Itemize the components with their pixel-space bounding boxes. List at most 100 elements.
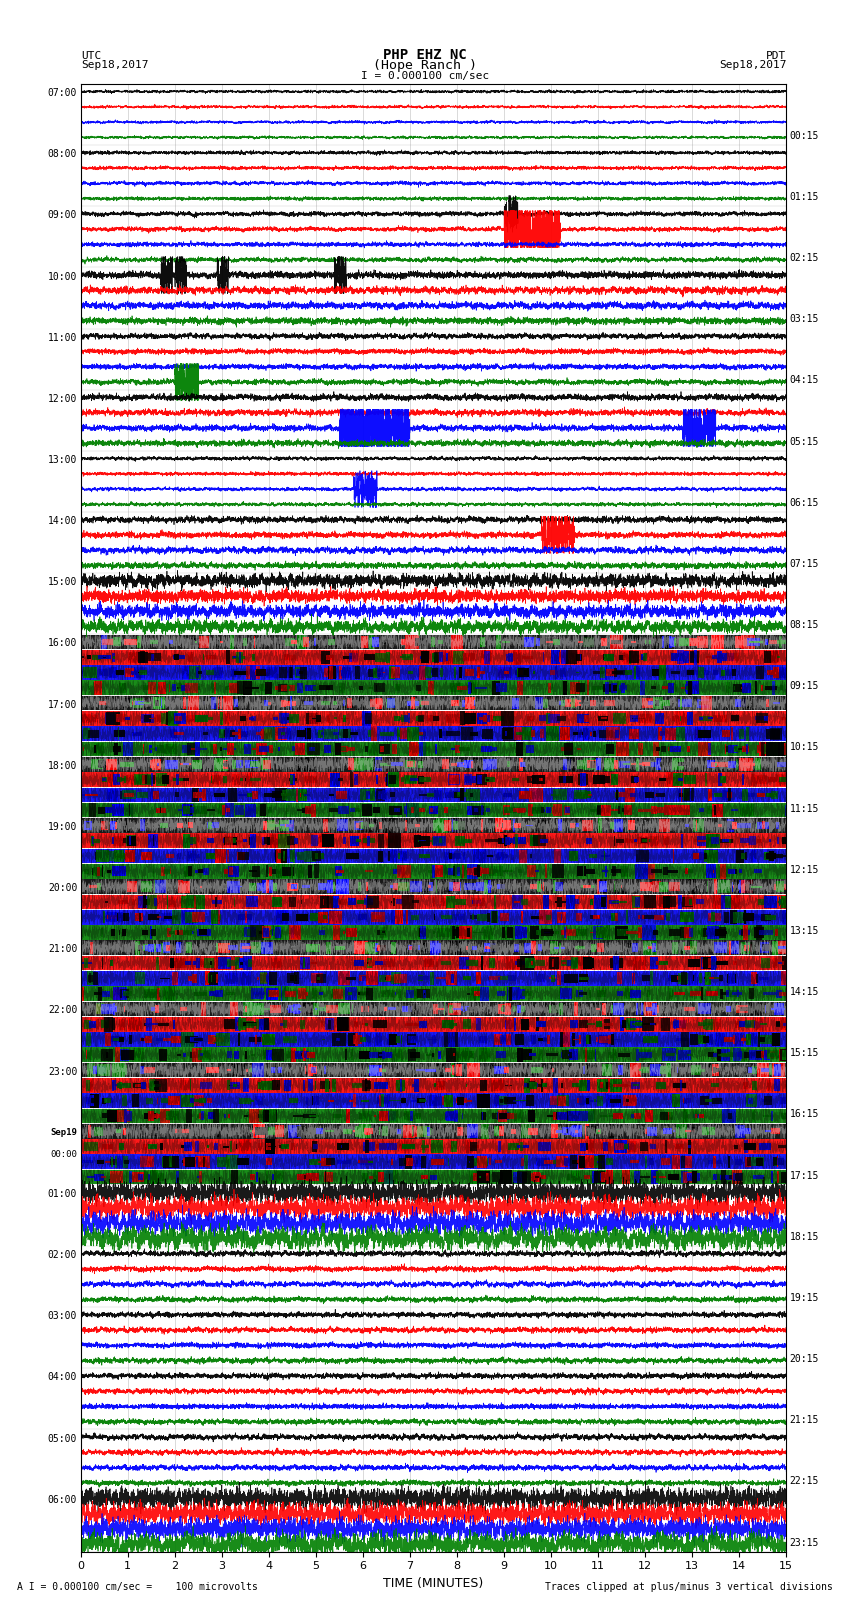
Bar — [467, 1007, 478, 1011]
Bar — [309, 718, 312, 719]
Bar — [733, 1034, 745, 1045]
Bar — [124, 1007, 125, 1011]
Bar — [453, 818, 461, 832]
Bar — [207, 810, 215, 811]
Bar — [106, 913, 117, 923]
Bar — [256, 1173, 258, 1182]
Bar — [374, 819, 380, 832]
Bar — [272, 869, 283, 874]
Bar — [452, 1065, 459, 1074]
Bar — [583, 727, 590, 739]
Bar — [338, 715, 340, 723]
Bar — [685, 1098, 690, 1103]
Bar — [180, 1081, 190, 1090]
Bar — [163, 1157, 175, 1168]
Bar — [260, 684, 270, 692]
Bar — [324, 1173, 333, 1182]
Bar — [709, 977, 720, 979]
Bar — [560, 727, 569, 740]
Bar — [709, 1034, 712, 1045]
Bar — [502, 821, 512, 831]
Bar — [708, 1160, 722, 1165]
Bar — [439, 731, 452, 736]
Bar — [169, 931, 178, 934]
Bar — [402, 895, 414, 908]
Bar — [183, 779, 189, 781]
Bar — [468, 927, 471, 937]
Bar — [235, 1018, 239, 1031]
Text: 21:15: 21:15 — [790, 1415, 819, 1426]
Bar — [768, 777, 777, 782]
Bar — [446, 1111, 457, 1121]
Bar — [645, 1157, 648, 1168]
Bar — [518, 760, 525, 768]
Bar — [500, 882, 507, 892]
Bar — [514, 834, 518, 847]
Bar — [560, 1032, 565, 1047]
Bar — [208, 855, 211, 858]
Bar — [715, 1034, 724, 1045]
Bar — [762, 742, 765, 756]
Bar — [638, 713, 652, 723]
Bar — [133, 698, 144, 708]
Bar — [477, 671, 484, 674]
Bar — [434, 819, 443, 831]
Bar — [569, 1052, 571, 1058]
Bar — [85, 794, 99, 795]
Bar — [473, 866, 482, 876]
Bar — [286, 686, 291, 689]
Bar — [524, 637, 534, 647]
Bar — [312, 636, 319, 648]
Bar — [247, 1126, 258, 1137]
Bar — [421, 652, 429, 663]
Bar — [738, 758, 752, 769]
Bar — [112, 866, 126, 876]
Bar — [338, 971, 350, 986]
Bar — [782, 957, 786, 969]
Bar — [677, 650, 684, 665]
Bar — [183, 697, 186, 710]
Bar — [756, 666, 764, 679]
Bar — [503, 1007, 513, 1011]
Bar — [411, 1084, 417, 1087]
Bar — [776, 881, 784, 892]
Bar — [277, 897, 280, 907]
Bar — [91, 760, 103, 769]
Bar — [391, 763, 403, 766]
Bar — [678, 942, 683, 953]
Bar — [173, 910, 180, 924]
Bar — [400, 656, 411, 658]
Bar — [116, 669, 124, 674]
Bar — [665, 805, 676, 816]
Bar — [133, 1084, 143, 1087]
Bar — [563, 684, 564, 692]
Bar — [229, 789, 237, 802]
Bar — [575, 1129, 578, 1132]
Bar — [162, 776, 168, 784]
Bar — [682, 834, 683, 848]
Bar — [238, 852, 250, 860]
Bar — [727, 990, 740, 997]
Bar — [468, 1007, 477, 1011]
Bar — [182, 881, 190, 892]
Bar — [317, 976, 319, 981]
Bar — [185, 961, 196, 966]
Bar — [598, 881, 607, 892]
Bar — [688, 960, 700, 966]
Bar — [96, 1003, 105, 1015]
Bar — [552, 1068, 553, 1071]
Bar — [555, 882, 563, 892]
Bar — [288, 1124, 302, 1137]
Bar — [252, 821, 254, 829]
Bar — [635, 1023, 643, 1026]
Bar — [330, 773, 340, 787]
Bar — [613, 716, 615, 719]
Bar — [576, 794, 578, 795]
Bar — [545, 640, 554, 644]
Bar — [212, 945, 214, 950]
Bar — [503, 836, 507, 847]
Bar — [672, 806, 683, 813]
Bar — [181, 1032, 195, 1047]
Bar — [113, 1003, 115, 1015]
Bar — [405, 760, 415, 768]
